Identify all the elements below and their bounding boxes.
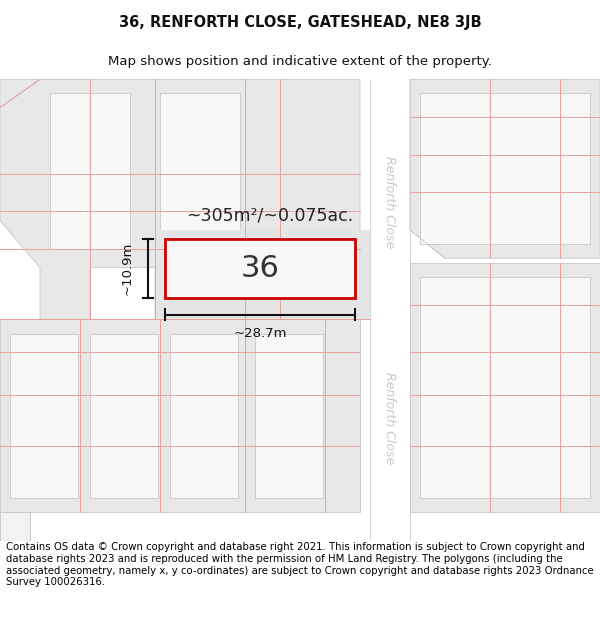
Text: 36: 36	[241, 254, 280, 283]
Polygon shape	[410, 79, 600, 258]
Bar	[165, 239, 355, 298]
Text: ~10.9m: ~10.9m	[121, 242, 133, 295]
Text: Renforth Close: Renforth Close	[383, 372, 397, 464]
Bar	[255, 334, 323, 498]
Bar	[10, 334, 78, 498]
Bar	[160, 94, 240, 249]
Text: Contains OS data © Crown copyright and database right 2021. This information is : Contains OS data © Crown copyright and d…	[6, 542, 593, 587]
Bar	[50, 94, 130, 249]
Text: Map shows position and indicative extent of the property.: Map shows position and indicative extent…	[108, 56, 492, 68]
Text: 36, RENFORTH CLOSE, GATESHEAD, NE8 3JB: 36, RENFORTH CLOSE, GATESHEAD, NE8 3JB	[119, 15, 481, 30]
Polygon shape	[0, 79, 360, 319]
Text: Renforth Close: Renforth Close	[383, 156, 397, 248]
Bar	[170, 334, 238, 498]
Bar	[0, 319, 360, 512]
Bar	[155, 230, 370, 319]
Text: ~28.7m: ~28.7m	[233, 327, 287, 340]
Bar	[370, 74, 410, 546]
Text: ~305m²/~0.075ac.: ~305m²/~0.075ac.	[187, 207, 353, 225]
Bar	[90, 334, 158, 498]
Bar	[410, 263, 600, 512]
Bar	[420, 277, 590, 498]
Bar	[420, 94, 590, 244]
Bar	[0, 512, 30, 541]
